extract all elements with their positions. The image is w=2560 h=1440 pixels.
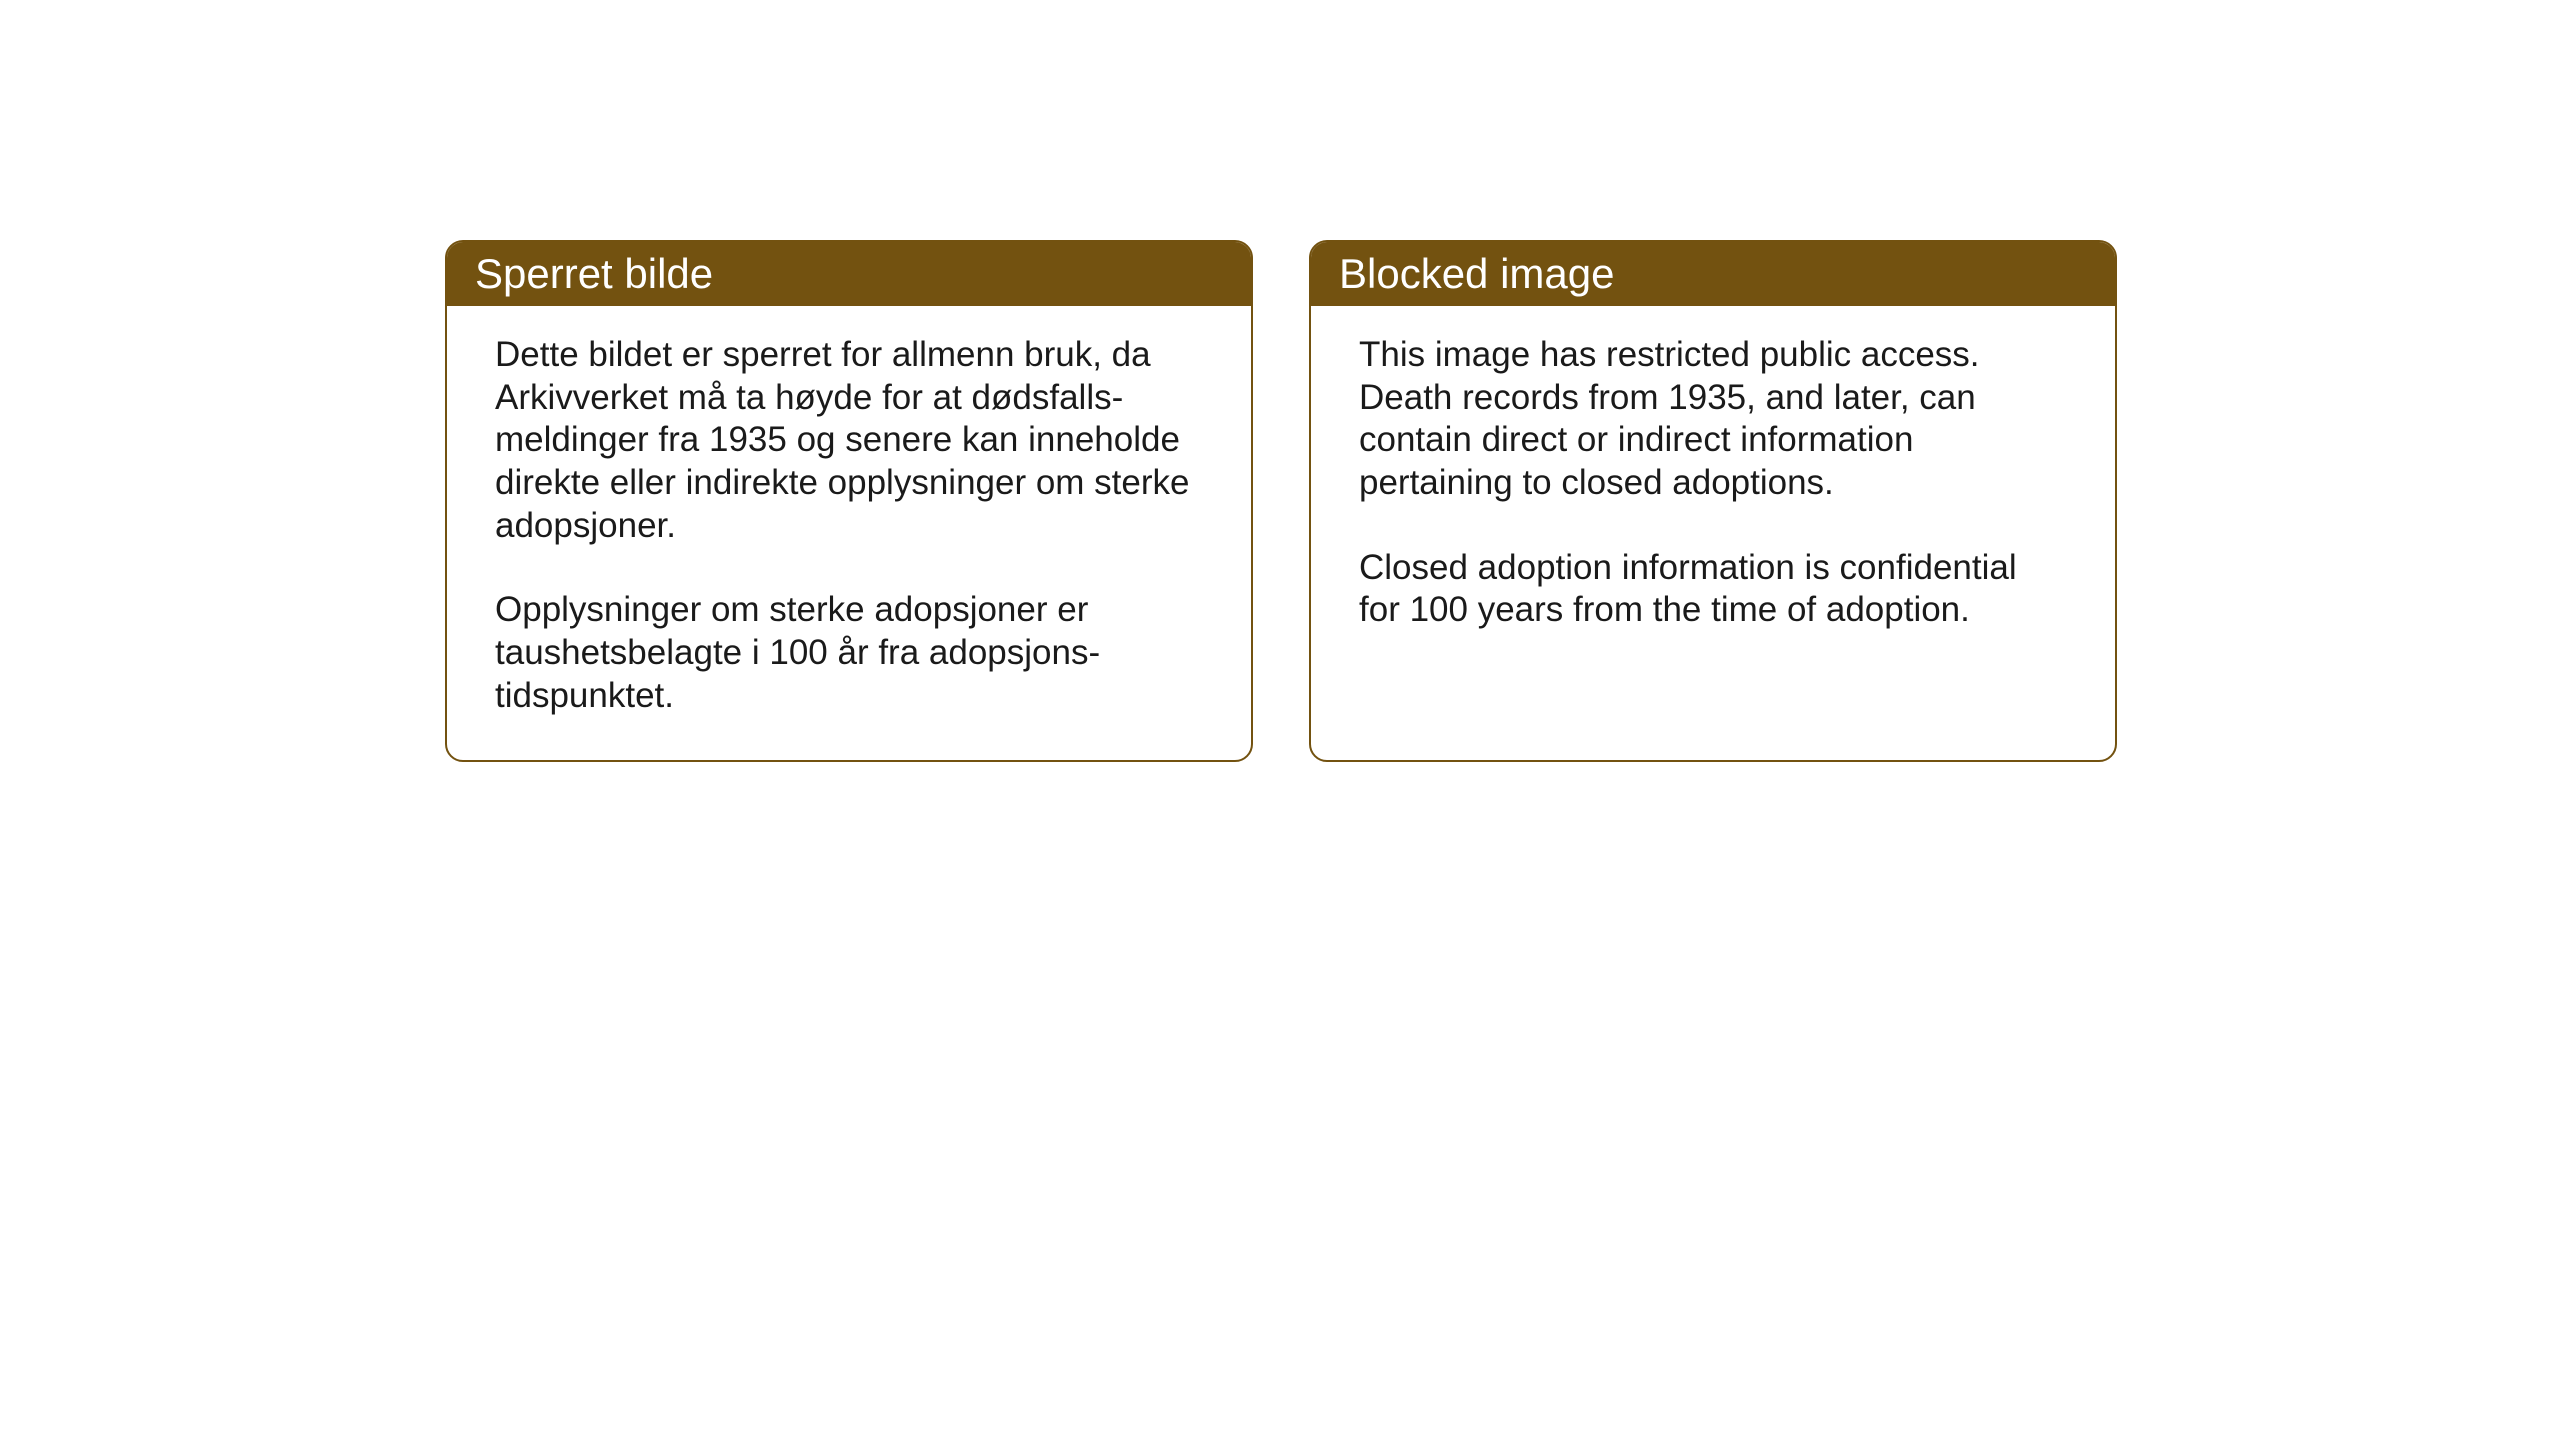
card-title: Blocked image (1339, 250, 1614, 297)
card-header: Sperret bilde (447, 242, 1251, 306)
card-title: Sperret bilde (475, 250, 713, 297)
card-paragraph-2: Closed adoption information is confident… (1359, 547, 2067, 632)
notice-card-norwegian: Sperret bilde Dette bildet er sperret fo… (445, 240, 1253, 762)
card-body: Dette bildet er sperret for allmenn bruk… (447, 306, 1251, 760)
card-paragraph-2: Opplysninger om sterke adopsjoner er tau… (495, 589, 1203, 717)
card-body: This image has restricted public access.… (1311, 306, 2115, 674)
notice-card-english: Blocked image This image has restricted … (1309, 240, 2117, 762)
card-paragraph-1: Dette bildet er sperret for allmenn bruk… (495, 334, 1203, 547)
notice-container: Sperret bilde Dette bildet er sperret fo… (445, 240, 2117, 762)
card-header: Blocked image (1311, 242, 2115, 306)
card-paragraph-1: This image has restricted public access.… (1359, 334, 2067, 505)
